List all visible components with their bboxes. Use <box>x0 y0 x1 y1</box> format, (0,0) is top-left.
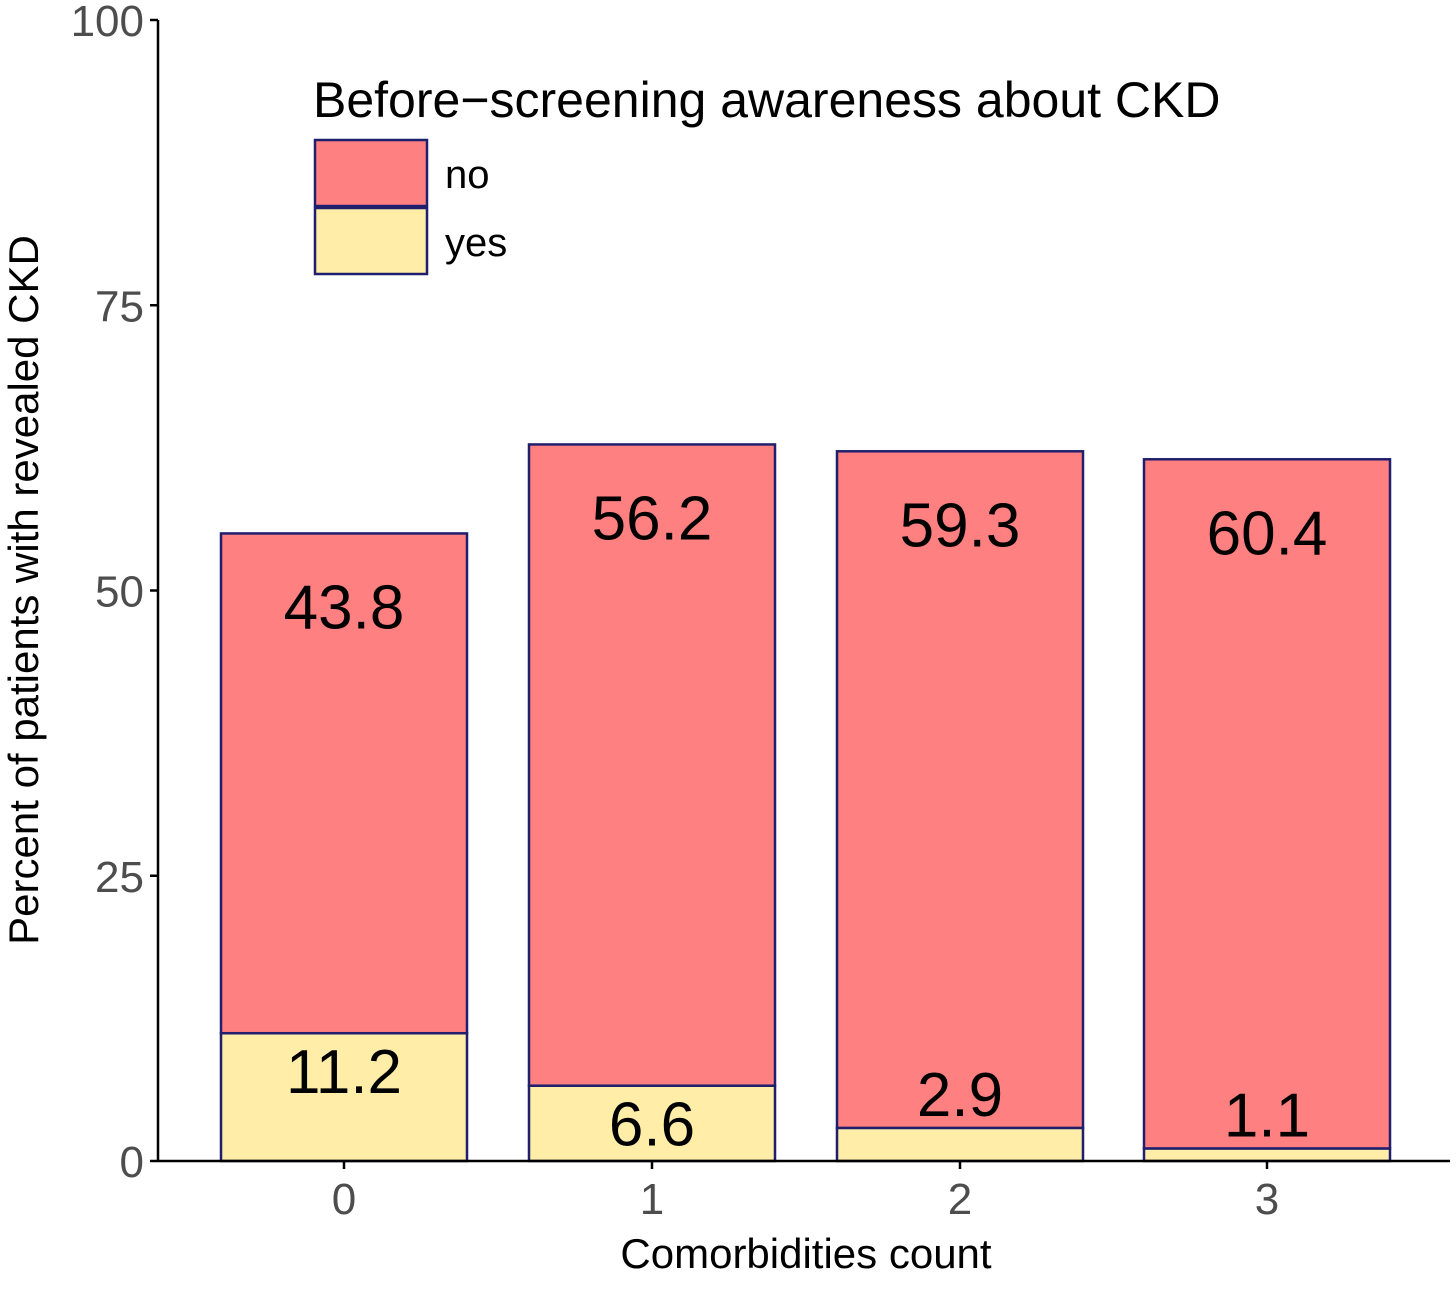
data-label-no-2: 59.3 <box>900 491 1021 560</box>
data-label-yes-1: 6.6 <box>609 1091 695 1160</box>
axes-layer: 0 25 50 75 100 0 1 2 3 <box>71 0 1450 1224</box>
legend-label-no: no <box>445 153 490 197</box>
legend-label-yes: yes <box>445 221 507 265</box>
bar-no-2 <box>835 450 1085 1130</box>
x-tick-label-2: 2 <box>948 1175 972 1224</box>
y-tick-label-50: 50 <box>95 568 144 617</box>
x-tick-label-3: 3 <box>1255 1175 1279 1224</box>
y-tick-label-25: 25 <box>95 853 144 902</box>
bar-no-0 <box>219 532 469 1035</box>
data-label-no-3: 60.4 <box>1207 499 1328 568</box>
data-label-no-1: 56.2 <box>592 484 713 553</box>
data-label-no-0: 43.8 <box>284 573 405 642</box>
bar-yes-2 <box>835 1126 1085 1163</box>
y-axis-title: Percent of patients with revealed CKD <box>0 235 47 945</box>
y-tick-label-75: 75 <box>95 282 144 331</box>
legend-key-yes <box>313 206 429 276</box>
x-tick-label-1: 1 <box>640 1175 664 1224</box>
bar-no-1 <box>527 443 777 1087</box>
x-tick-label-0: 0 <box>332 1175 356 1224</box>
legend: Before−screening awareness about CKD no y… <box>313 72 1220 276</box>
bar-no-3 <box>1142 458 1392 1150</box>
data-label-yes-0: 11.2 <box>286 1038 402 1107</box>
x-axis-title: Comorbidities count <box>620 1230 992 1277</box>
bar-yes-0 <box>219 1031 469 1163</box>
y-tick-label-0: 0 <box>120 1138 144 1187</box>
legend-key-no <box>313 138 429 208</box>
data-label-yes-3: 1.1 <box>1224 1081 1310 1150</box>
bars-layer: 11.2 43.8 6.6 56.2 2.9 59.3 1.1 60.4 <box>219 443 1392 1163</box>
legend-title: Before−screening awareness about CKD <box>313 72 1220 128</box>
y-tick-label-100: 100 <box>71 0 144 46</box>
data-label-yes-2: 2.9 <box>917 1061 1003 1130</box>
